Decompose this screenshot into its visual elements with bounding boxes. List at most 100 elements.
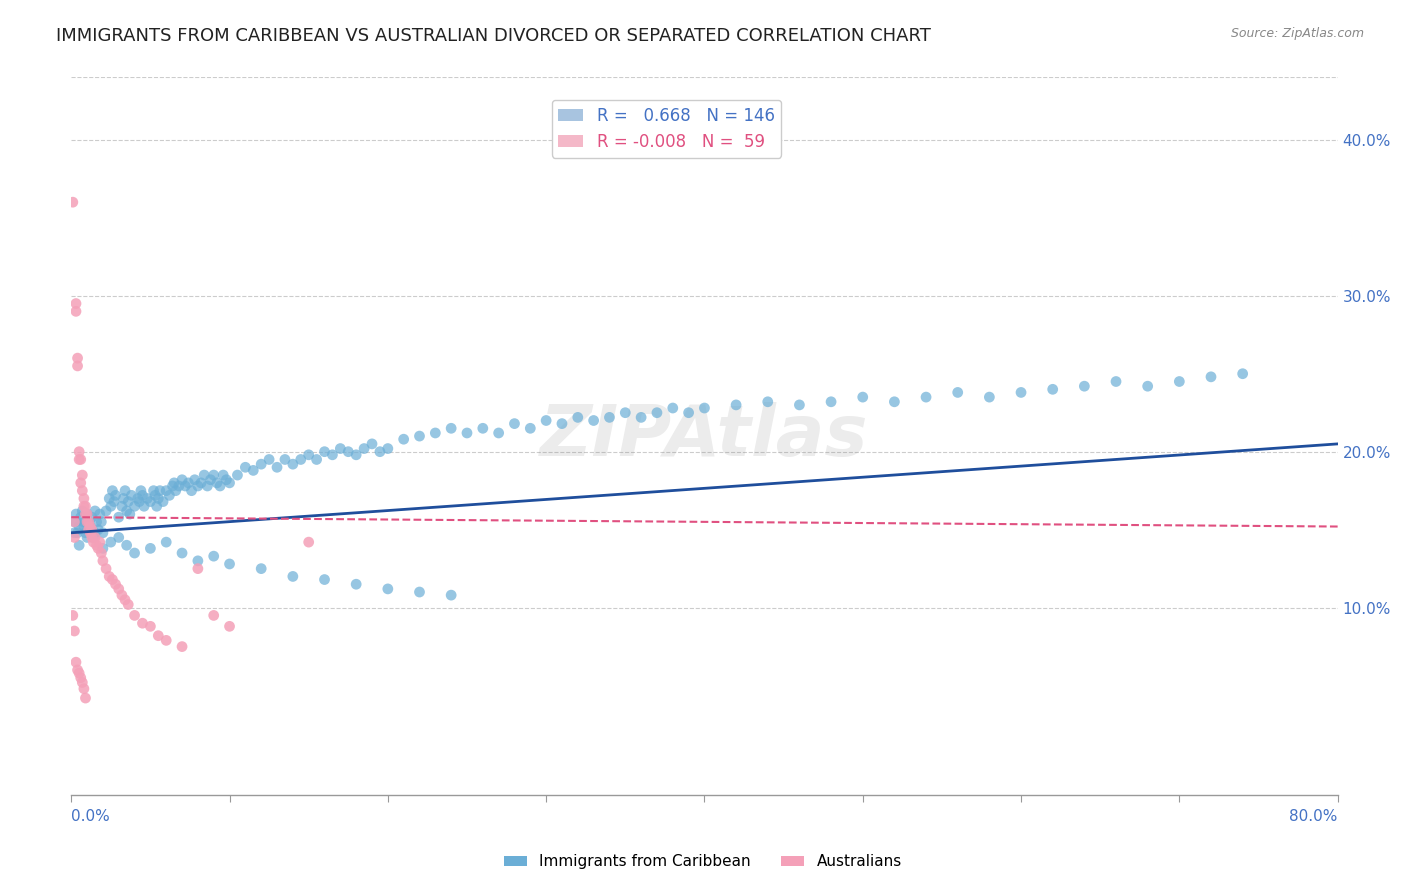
Immigrants from Caribbean bbox=[132, 500, 155, 514]
Immigrants from Caribbean bbox=[86, 515, 108, 529]
Immigrants from Caribbean bbox=[425, 425, 447, 440]
Immigrants from Caribbean bbox=[117, 494, 139, 508]
Immigrants from Caribbean bbox=[274, 452, 297, 467]
Immigrants from Caribbean bbox=[163, 475, 186, 490]
Immigrants from Caribbean bbox=[112, 491, 135, 506]
Australians bbox=[75, 507, 97, 521]
Australians bbox=[117, 598, 139, 612]
Australians bbox=[72, 468, 94, 483]
Immigrants from Caribbean bbox=[139, 494, 162, 508]
Immigrants from Caribbean bbox=[79, 519, 101, 533]
Australians bbox=[77, 523, 100, 537]
Immigrants from Caribbean bbox=[693, 401, 716, 415]
Australians bbox=[66, 351, 89, 365]
Immigrants from Caribbean bbox=[377, 582, 399, 596]
Australians bbox=[75, 500, 97, 514]
Australians bbox=[98, 569, 121, 583]
Immigrants from Caribbean bbox=[195, 479, 218, 493]
Immigrants from Caribbean bbox=[250, 561, 273, 575]
Australians bbox=[80, 531, 103, 545]
Australians bbox=[62, 195, 84, 210]
Immigrants from Caribbean bbox=[519, 421, 541, 435]
Immigrants from Caribbean bbox=[392, 432, 415, 446]
Australians bbox=[155, 633, 177, 648]
Australians bbox=[65, 655, 87, 669]
Immigrants from Caribbean bbox=[165, 483, 187, 498]
Immigrants from Caribbean bbox=[101, 483, 124, 498]
Immigrants from Caribbean bbox=[1042, 382, 1064, 396]
Australians bbox=[87, 541, 110, 556]
Immigrants from Caribbean bbox=[1136, 379, 1159, 393]
Immigrants from Caribbean bbox=[1232, 367, 1254, 381]
Australians bbox=[218, 619, 240, 633]
Immigrants from Caribbean bbox=[209, 479, 232, 493]
Immigrants from Caribbean bbox=[598, 410, 620, 425]
Immigrants from Caribbean bbox=[215, 473, 238, 487]
Immigrants from Caribbean bbox=[69, 510, 91, 524]
Immigrants from Caribbean bbox=[645, 406, 668, 420]
Immigrants from Caribbean bbox=[167, 479, 190, 493]
Immigrants from Caribbean bbox=[107, 510, 129, 524]
Australians bbox=[107, 582, 129, 596]
Text: 80.0%: 80.0% bbox=[1289, 809, 1337, 824]
Immigrants from Caribbean bbox=[129, 483, 152, 498]
Immigrants from Caribbean bbox=[124, 500, 146, 514]
Immigrants from Caribbean bbox=[94, 504, 117, 518]
Immigrants from Caribbean bbox=[662, 401, 685, 415]
Immigrants from Caribbean bbox=[290, 452, 312, 467]
Australians bbox=[139, 619, 162, 633]
Immigrants from Caribbean bbox=[725, 398, 748, 412]
Australians bbox=[91, 554, 114, 568]
Immigrants from Caribbean bbox=[250, 457, 273, 471]
Immigrants from Caribbean bbox=[361, 437, 384, 451]
Australians bbox=[90, 546, 112, 560]
Immigrants from Caribbean bbox=[118, 507, 141, 521]
Immigrants from Caribbean bbox=[77, 515, 100, 529]
Australians bbox=[63, 515, 86, 529]
Australians bbox=[65, 296, 87, 310]
Immigrants from Caribbean bbox=[67, 519, 90, 533]
Immigrants from Caribbean bbox=[76, 507, 98, 521]
Immigrants from Caribbean bbox=[115, 538, 138, 552]
Australians bbox=[131, 616, 153, 631]
Immigrants from Caribbean bbox=[193, 468, 215, 483]
Australians bbox=[72, 675, 94, 690]
Australians bbox=[63, 531, 86, 545]
Immigrants from Caribbean bbox=[115, 504, 138, 518]
Australians bbox=[66, 663, 89, 677]
Australians bbox=[75, 691, 97, 706]
Immigrants from Caribbean bbox=[174, 479, 197, 493]
Immigrants from Caribbean bbox=[534, 413, 557, 427]
Immigrants from Caribbean bbox=[440, 588, 463, 602]
Immigrants from Caribbean bbox=[408, 429, 430, 443]
Australians bbox=[66, 359, 89, 373]
Immigrants from Caribbean bbox=[162, 479, 184, 493]
Australians bbox=[67, 666, 90, 681]
Immigrants from Caribbean bbox=[852, 390, 875, 404]
Immigrants from Caribbean bbox=[66, 525, 89, 540]
Immigrants from Caribbean bbox=[946, 385, 969, 400]
Immigrants from Caribbean bbox=[72, 504, 94, 518]
Immigrants from Caribbean bbox=[98, 491, 121, 506]
Australians bbox=[86, 538, 108, 552]
Immigrants from Caribbean bbox=[65, 507, 87, 521]
Immigrants from Caribbean bbox=[235, 460, 257, 475]
Legend: R =   0.668   N = 146, R = -0.008   N =  59: R = 0.668 N = 146, R = -0.008 N = 59 bbox=[551, 100, 782, 158]
Text: ZIPAtlas: ZIPAtlas bbox=[540, 401, 869, 471]
Immigrants from Caribbean bbox=[551, 417, 574, 431]
Immigrants from Caribbean bbox=[170, 473, 193, 487]
Immigrants from Caribbean bbox=[91, 541, 114, 556]
Immigrants from Caribbean bbox=[678, 406, 700, 420]
Australians bbox=[65, 304, 87, 318]
Immigrants from Caribbean bbox=[157, 488, 180, 502]
Australians bbox=[77, 515, 100, 529]
Australians bbox=[79, 519, 101, 533]
Immigrants from Caribbean bbox=[281, 569, 304, 583]
Australians bbox=[148, 629, 170, 643]
Australians bbox=[67, 444, 90, 458]
Immigrants from Caribbean bbox=[143, 488, 166, 502]
Immigrants from Caribbean bbox=[212, 468, 235, 483]
Australians bbox=[73, 500, 96, 514]
Immigrants from Caribbean bbox=[257, 452, 280, 467]
Immigrants from Caribbean bbox=[111, 500, 134, 514]
